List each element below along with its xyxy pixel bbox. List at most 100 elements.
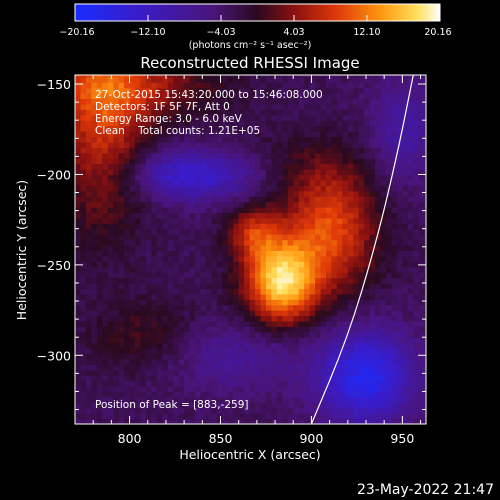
heatmap-cell bbox=[424, 75, 426, 78]
heatmap-cell bbox=[418, 282, 425, 289]
heatmap-cell bbox=[184, 364, 191, 371]
heatmap-cell bbox=[276, 82, 283, 89]
heatmap-cell bbox=[91, 315, 98, 322]
heatmap-cell bbox=[107, 234, 114, 241]
heatmap-cell bbox=[375, 391, 382, 398]
heatmap-cell bbox=[96, 369, 103, 376]
heatmap-cell bbox=[244, 358, 251, 365]
heatmap-cell bbox=[353, 109, 360, 116]
heatmap-cell bbox=[167, 320, 174, 327]
heatmap-cell bbox=[331, 76, 338, 83]
heatmap-cell bbox=[260, 169, 267, 176]
heatmap-cell bbox=[353, 348, 360, 355]
heatmap-cell bbox=[320, 364, 327, 371]
heatmap-cell bbox=[358, 402, 365, 409]
heatmap-cell bbox=[233, 320, 240, 327]
heatmap-cell bbox=[380, 174, 387, 181]
heatmap-cell bbox=[364, 299, 371, 306]
heatmap-cell bbox=[195, 93, 202, 100]
heatmap-cell bbox=[298, 196, 305, 203]
heatmap-cell bbox=[402, 244, 409, 251]
heatmap-cell bbox=[102, 136, 109, 143]
heatmap-cell bbox=[244, 315, 251, 322]
heatmap-cell bbox=[391, 207, 398, 214]
heatmap-cell bbox=[271, 76, 278, 83]
heatmap-cell bbox=[358, 386, 365, 393]
heatmap-cell bbox=[391, 120, 398, 127]
heatmap-cell bbox=[184, 386, 191, 393]
heatmap-cell bbox=[320, 196, 327, 203]
heatmap-cell bbox=[129, 174, 136, 181]
heatmap-cell bbox=[211, 190, 218, 197]
heatmap-cell bbox=[216, 282, 223, 289]
heatmap-cell bbox=[151, 136, 158, 143]
heatmap-cell bbox=[75, 239, 82, 246]
heatmap-cell bbox=[353, 163, 360, 170]
heatmap-cell bbox=[342, 239, 349, 246]
heatmap-cell bbox=[91, 418, 98, 424]
heatmap-cell bbox=[396, 169, 403, 176]
heatmap-cell bbox=[402, 179, 409, 186]
heatmap-cell bbox=[227, 76, 234, 83]
heatmap-cell bbox=[353, 239, 360, 246]
heatmap-cell bbox=[227, 407, 234, 414]
heatmap-cell bbox=[260, 207, 267, 214]
heatmap-cell bbox=[227, 131, 234, 138]
heatmap-cell bbox=[336, 358, 343, 365]
heatmap-cell bbox=[364, 82, 371, 89]
heatmap-cell bbox=[233, 223, 240, 230]
heatmap-cell bbox=[162, 255, 169, 262]
heatmap-cell bbox=[244, 136, 251, 143]
heatmap-cell bbox=[265, 76, 273, 83]
heatmap-cell bbox=[364, 386, 371, 393]
heatmap-cell bbox=[216, 169, 223, 176]
heatmap-cell bbox=[325, 131, 333, 138]
heatmap-cell bbox=[124, 375, 131, 382]
heatmap-cell bbox=[118, 147, 125, 154]
heatmap-cell bbox=[244, 326, 251, 333]
heatmap-cell bbox=[282, 223, 289, 230]
heatmap-cell bbox=[336, 272, 343, 279]
heatmap-cell bbox=[200, 93, 207, 100]
heatmap-cell bbox=[156, 282, 163, 289]
heatmap-cell bbox=[107, 364, 114, 371]
heatmap-cell bbox=[358, 315, 365, 322]
heatmap-cell bbox=[129, 369, 136, 376]
heatmap-cell bbox=[173, 348, 180, 355]
heatmap-cell bbox=[85, 109, 92, 116]
heatmap-cell bbox=[238, 207, 245, 214]
heatmap-cell bbox=[249, 98, 256, 105]
heatmap-cell bbox=[271, 358, 278, 365]
heatmap-cell bbox=[211, 304, 218, 311]
heatmap-cell bbox=[424, 266, 426, 273]
heatmap-cell bbox=[413, 179, 420, 186]
heatmap-cell bbox=[222, 163, 229, 170]
heatmap-cell bbox=[145, 228, 152, 235]
heatmap-cell bbox=[249, 75, 256, 78]
heatmap-cell bbox=[375, 402, 382, 409]
heatmap-cell bbox=[402, 266, 409, 273]
heatmap-cell bbox=[233, 125, 240, 132]
heatmap-cell bbox=[113, 120, 120, 127]
heatmap-cell bbox=[222, 337, 229, 344]
heatmap-cell bbox=[413, 396, 420, 403]
heatmap-cell bbox=[140, 255, 147, 262]
heatmap-cell bbox=[276, 207, 283, 214]
heatmap-cell bbox=[249, 93, 256, 100]
heatmap-cell bbox=[287, 190, 294, 197]
heatmap-cell bbox=[178, 158, 185, 165]
heatmap-cell bbox=[238, 152, 245, 159]
heatmap-cell bbox=[276, 75, 283, 78]
heatmap-cell bbox=[195, 418, 202, 424]
heatmap-cell bbox=[424, 114, 426, 121]
heatmap-cell bbox=[402, 288, 409, 295]
heatmap-cell bbox=[135, 277, 142, 284]
heatmap-cell bbox=[129, 391, 136, 398]
heatmap-cell bbox=[162, 75, 169, 78]
heatmap-cell bbox=[156, 364, 163, 371]
heatmap-cell bbox=[184, 212, 191, 219]
heatmap-cell bbox=[287, 163, 294, 170]
heatmap-cell bbox=[91, 87, 98, 94]
heatmap-cell bbox=[107, 282, 114, 289]
heatmap-cell bbox=[173, 196, 180, 203]
